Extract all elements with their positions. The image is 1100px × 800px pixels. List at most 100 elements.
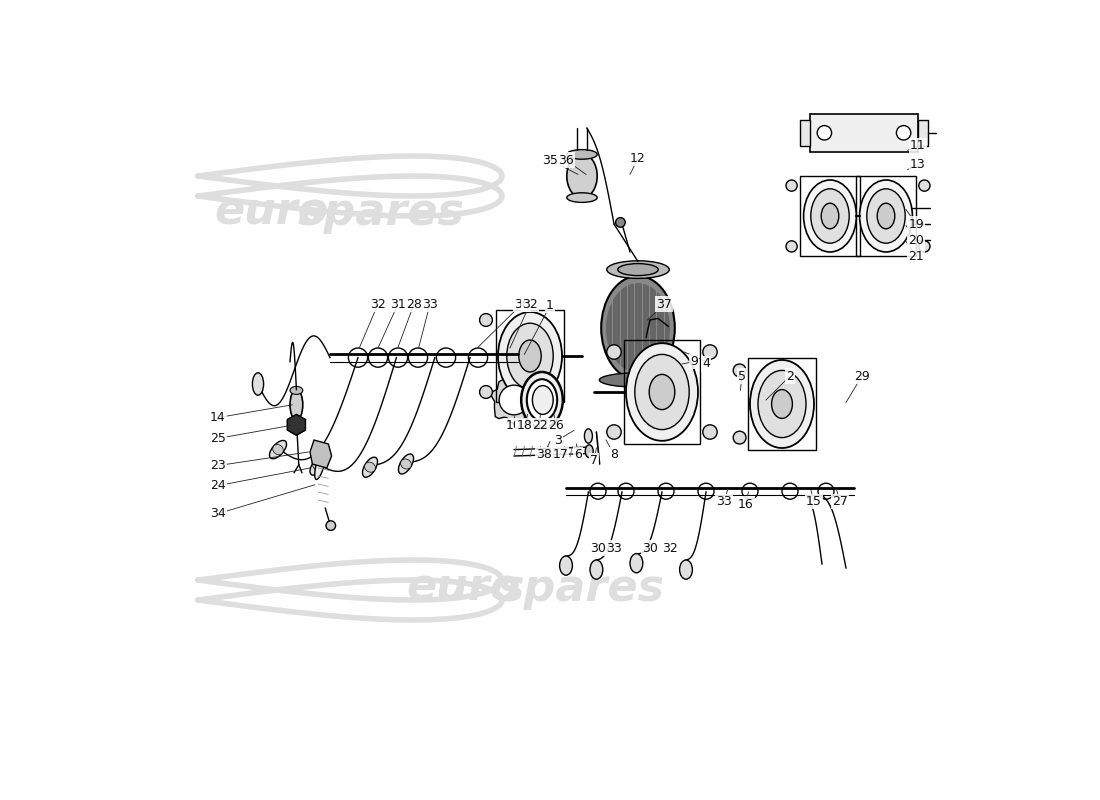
Text: 33: 33 [606,542,621,554]
Text: euro: euro [406,566,520,610]
Text: 38: 38 [536,448,551,461]
Circle shape [480,386,493,398]
Text: 30: 30 [642,542,658,554]
Ellipse shape [811,189,849,243]
Ellipse shape [364,462,375,472]
Ellipse shape [590,560,603,579]
Ellipse shape [585,445,593,458]
Bar [624,340,701,444]
Ellipse shape [363,457,377,478]
Circle shape [607,345,621,359]
Ellipse shape [270,441,286,458]
Ellipse shape [519,340,541,372]
Text: 9: 9 [690,355,697,368]
Bar [856,176,916,256]
Bar [810,114,918,152]
Text: 37: 37 [657,298,672,310]
Ellipse shape [532,386,553,414]
Ellipse shape [290,390,303,420]
Bar [496,310,563,402]
Text: 18: 18 [517,419,532,432]
Circle shape [786,180,798,191]
Ellipse shape [600,373,676,387]
Text: 8: 8 [610,448,618,461]
Text: 27: 27 [833,495,848,508]
Ellipse shape [618,264,658,275]
Ellipse shape [771,390,792,418]
Text: 5: 5 [738,370,746,382]
Circle shape [499,385,529,415]
Ellipse shape [602,276,674,380]
Text: 24: 24 [210,479,225,492]
Circle shape [817,126,832,140]
Ellipse shape [867,189,905,243]
Ellipse shape [527,379,558,421]
Text: 6: 6 [574,448,582,461]
Ellipse shape [822,203,839,229]
Text: 26: 26 [548,419,563,432]
Polygon shape [310,440,331,468]
Text: 28: 28 [406,298,422,310]
Ellipse shape [584,429,593,443]
Ellipse shape [607,261,669,278]
Text: 7: 7 [590,454,598,467]
Circle shape [703,345,717,359]
Text: 32: 32 [522,298,538,310]
Circle shape [616,218,625,227]
Text: 29: 29 [854,370,870,382]
Ellipse shape [750,360,814,448]
Text: 1: 1 [546,299,554,312]
Bar [748,358,815,450]
Text: 21: 21 [909,250,924,262]
Text: 22: 22 [531,419,548,432]
Text: 14: 14 [210,411,225,424]
Ellipse shape [273,445,284,454]
Text: 11: 11 [910,139,926,152]
Bar [800,176,860,256]
Text: 31: 31 [390,298,406,310]
Circle shape [918,180,930,191]
Text: 4: 4 [702,358,710,370]
Ellipse shape [758,370,806,438]
Ellipse shape [566,150,597,159]
Text: euro: euro [214,190,329,234]
Text: 16: 16 [738,498,754,510]
Circle shape [918,241,930,252]
Text: 17: 17 [552,448,569,461]
Text: 30: 30 [590,542,606,554]
Text: 30: 30 [514,298,530,310]
Polygon shape [287,414,306,435]
Bar [801,120,810,146]
Ellipse shape [290,386,303,394]
Ellipse shape [312,461,323,470]
Text: 2: 2 [786,370,794,382]
Text: spares: spares [498,566,666,610]
Ellipse shape [859,180,912,252]
Text: 33: 33 [716,495,733,508]
Circle shape [896,126,911,140]
Circle shape [786,241,798,252]
Ellipse shape [566,154,597,198]
Ellipse shape [635,354,690,430]
Ellipse shape [400,459,411,469]
Text: spares: spares [298,190,465,234]
Text: 35: 35 [542,154,558,166]
Ellipse shape [560,556,572,575]
Circle shape [607,425,621,439]
Ellipse shape [310,456,326,475]
Text: 33: 33 [422,298,438,310]
Circle shape [703,425,717,439]
Text: 36: 36 [558,154,574,166]
Ellipse shape [315,449,326,479]
Text: 10: 10 [506,419,521,432]
Polygon shape [491,378,537,423]
Ellipse shape [521,372,563,428]
Ellipse shape [398,454,414,474]
Text: 20: 20 [909,234,924,246]
Text: 23: 23 [210,459,225,472]
Text: 32: 32 [662,542,678,554]
Ellipse shape [607,284,669,372]
Ellipse shape [804,180,857,252]
Circle shape [480,314,493,326]
Text: 32: 32 [370,298,386,310]
